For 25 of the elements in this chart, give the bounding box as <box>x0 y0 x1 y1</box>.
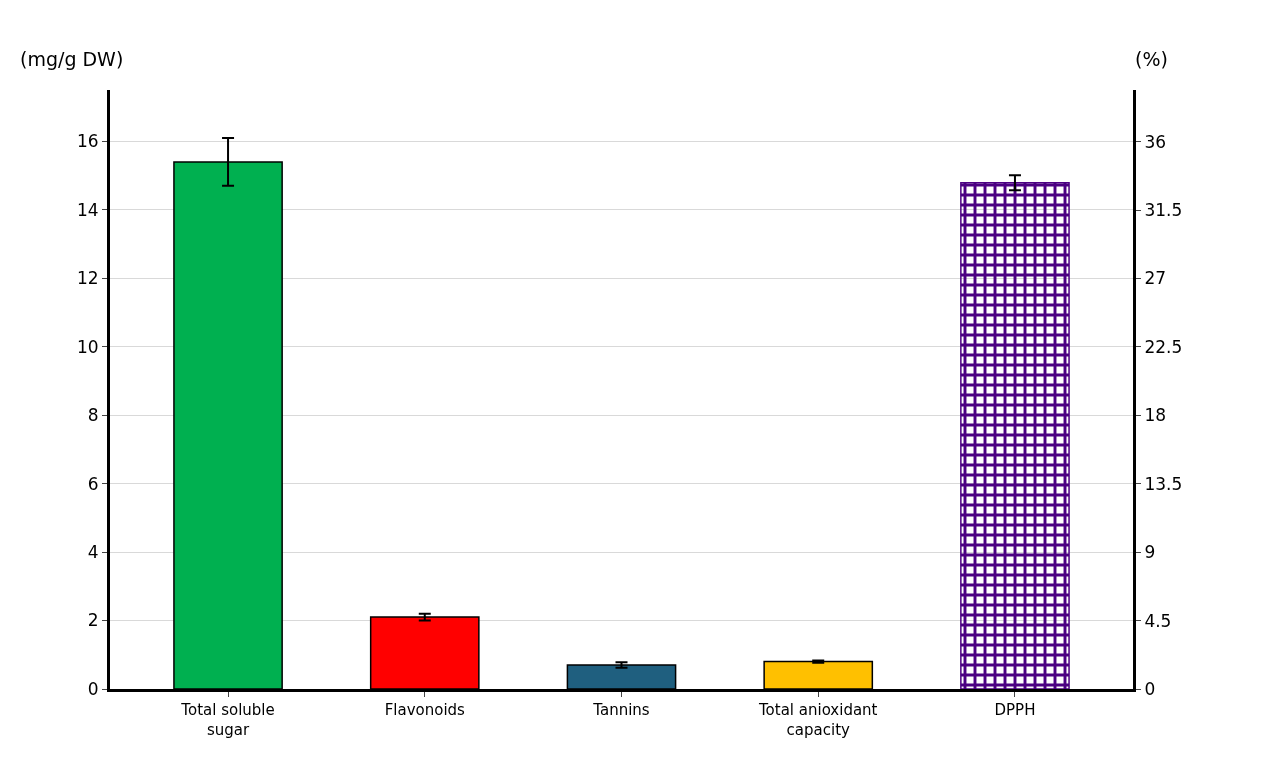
y2-tick-label: 18 <box>1144 405 1167 426</box>
x-tick-label: Total anioxidant capacity <box>757 701 878 739</box>
y-axis-title: (mg/g DW) <box>20 48 124 70</box>
y-tick-label: 16 <box>76 131 99 152</box>
y2-tick-label: 27 <box>1144 268 1167 289</box>
y-tick-label: 12 <box>76 268 99 289</box>
y-tick-label: 6 <box>87 473 99 494</box>
y-tick-label: 10 <box>76 336 99 357</box>
x-tick-label: Tannins <box>592 701 650 719</box>
y2-tick-label: 4.5 <box>1144 610 1172 631</box>
y2-axis-title: (%) <box>1135 48 1168 70</box>
y2-tick-label: 0 <box>1144 678 1156 699</box>
y-tick-label: 0 <box>87 678 99 699</box>
y-tick-label: 4 <box>87 542 99 563</box>
x-tick-label: Flavonoids <box>384 701 466 719</box>
y2-tick-label: 31.5 <box>1144 200 1183 221</box>
y2-tick-label: 13.5 <box>1144 473 1183 494</box>
y2-tick-label: 22.5 <box>1144 336 1183 357</box>
y2-tick-label: 36 <box>1144 131 1167 152</box>
x-tick-label: Total soluble sugar <box>180 701 275 739</box>
y2-tick-label: 9 <box>1144 542 1156 563</box>
y-tick-label: 14 <box>76 199 99 220</box>
y-tick-label: 8 <box>87 405 99 426</box>
x-tick-label: DPPH <box>994 701 1036 719</box>
y-tick-label: 2 <box>87 610 99 631</box>
